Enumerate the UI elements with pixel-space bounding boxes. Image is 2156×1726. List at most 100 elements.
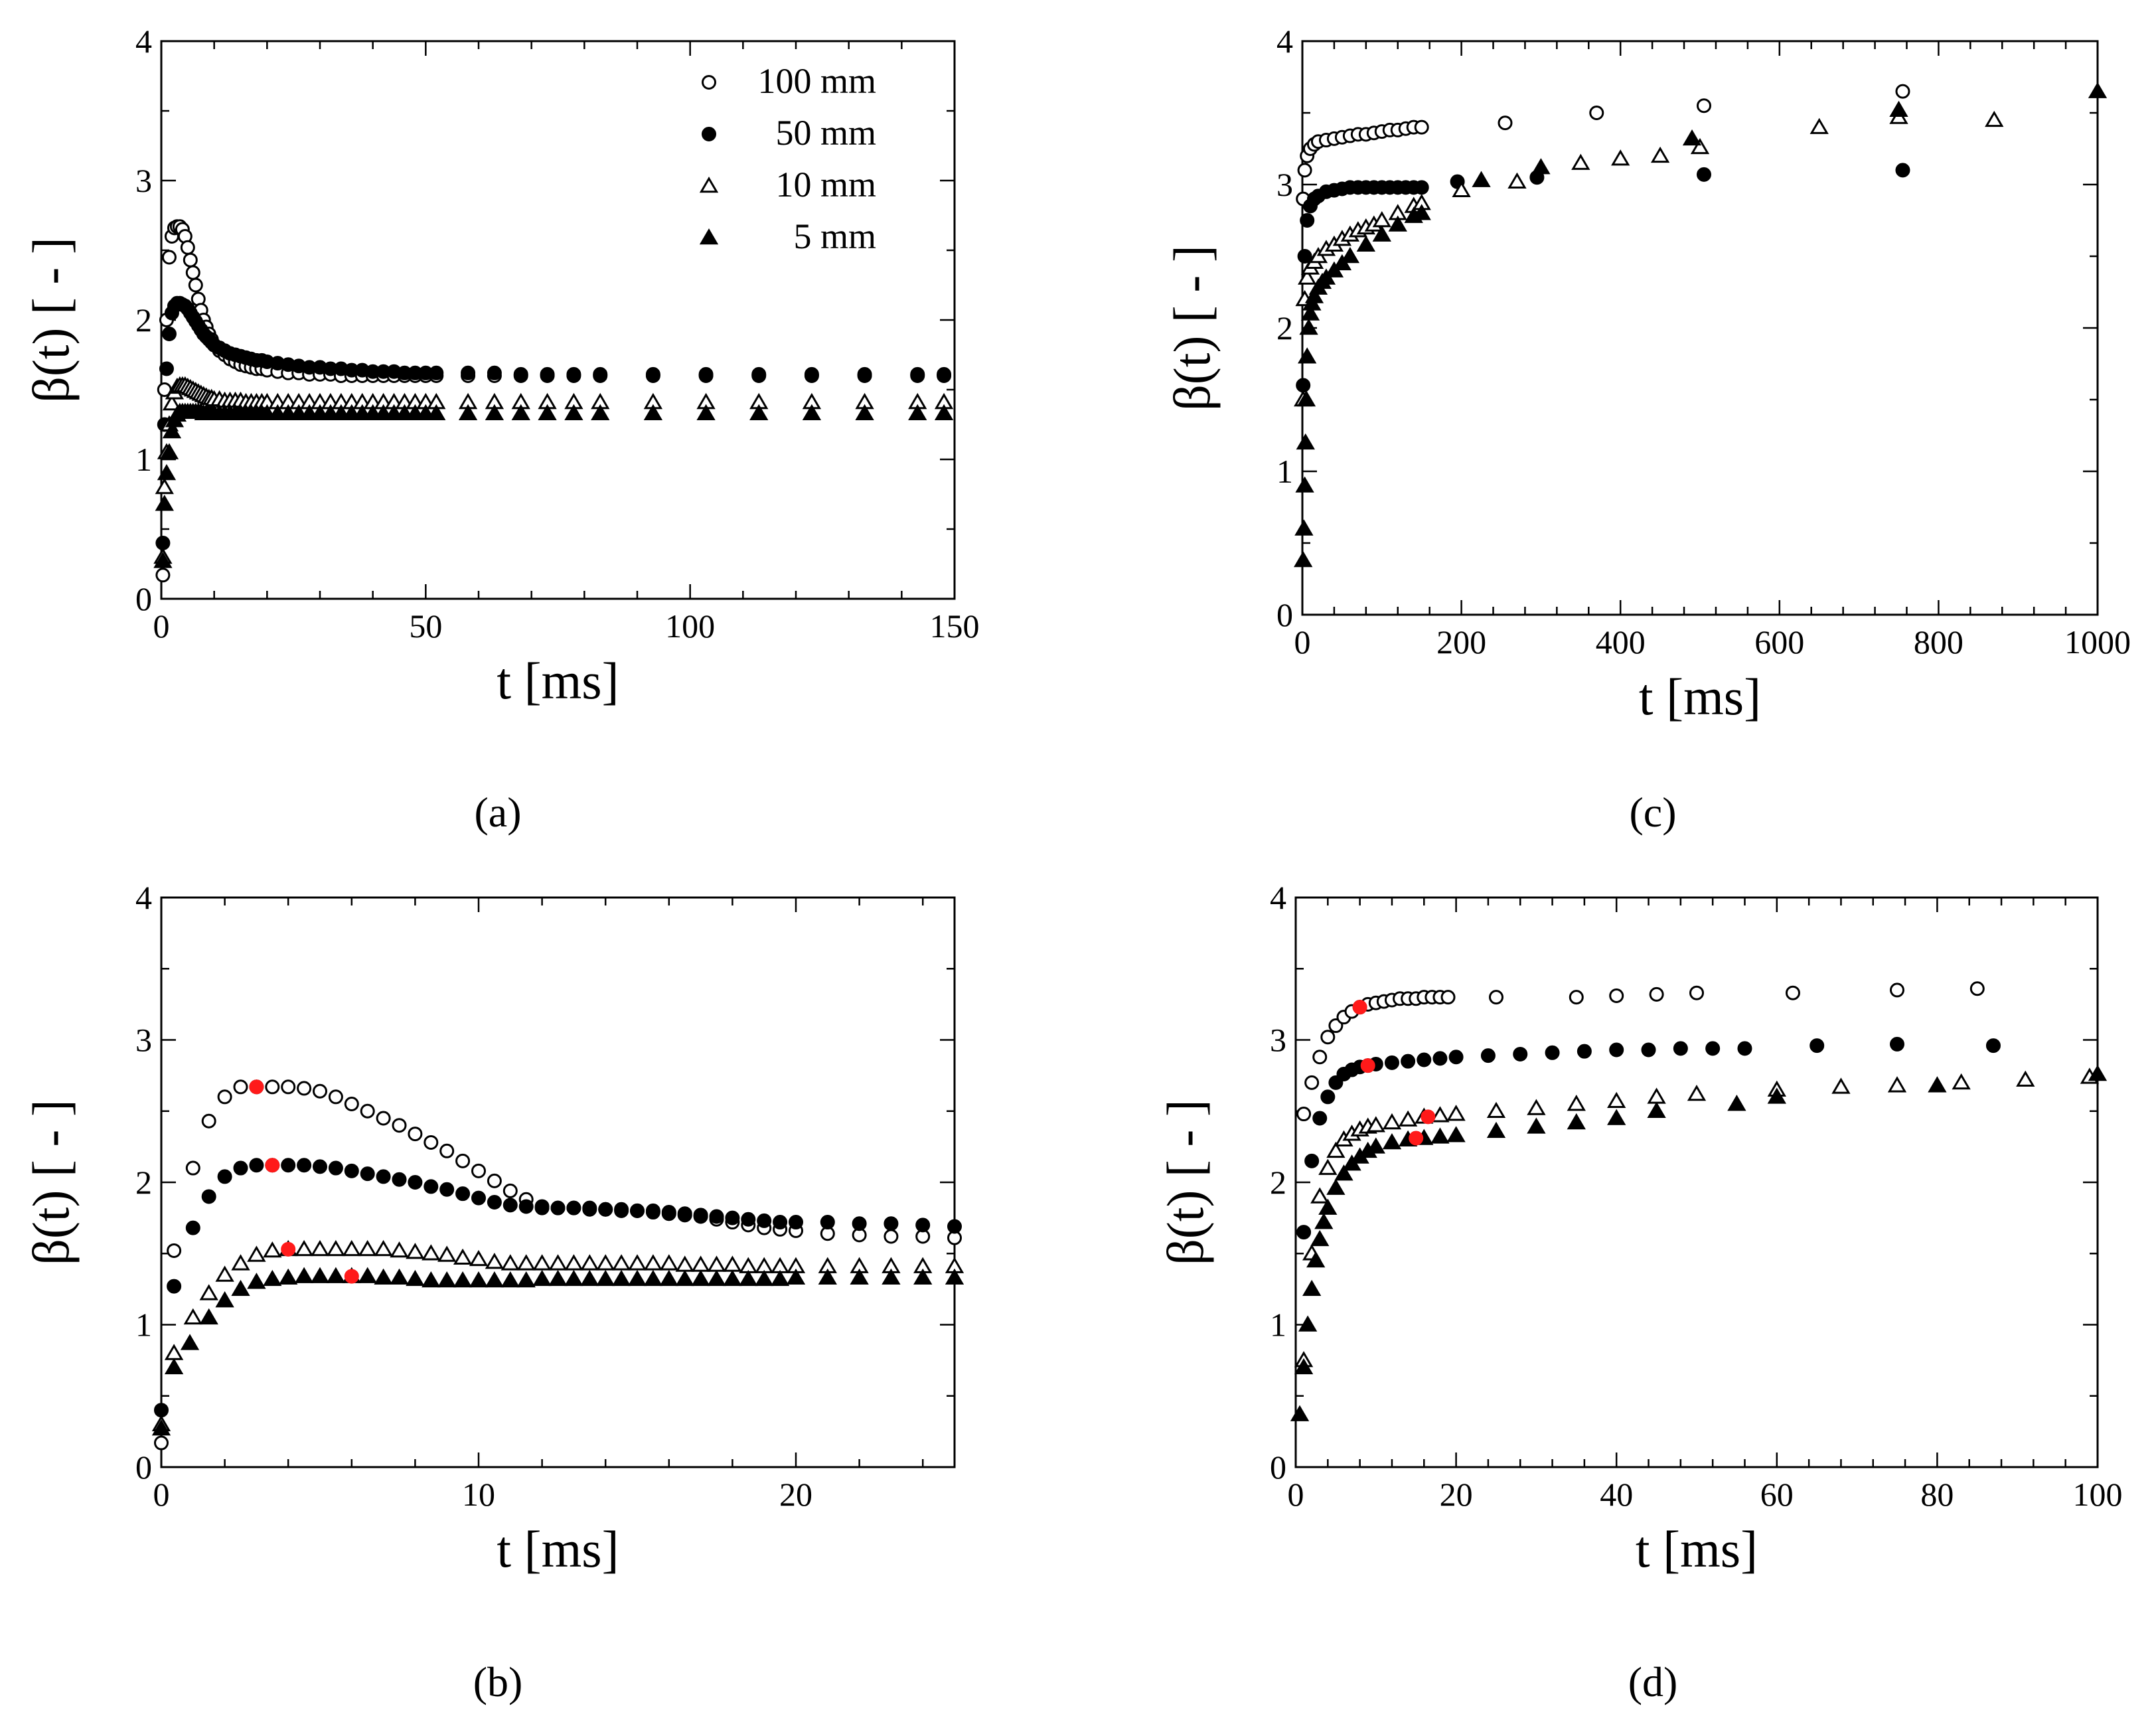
data-point — [376, 1169, 391, 1184]
data-point — [154, 1403, 169, 1418]
data-point — [564, 1269, 583, 1287]
data-point — [1486, 1101, 1506, 1119]
data-point — [1567, 1095, 1586, 1111]
data-point — [1831, 1077, 1851, 1094]
data-point — [155, 536, 171, 550]
data-point — [513, 366, 528, 382]
data-point — [1489, 990, 1503, 1005]
x-tick-label: 1000 — [2064, 623, 2131, 661]
data-point — [630, 1203, 645, 1218]
data-point — [328, 1160, 343, 1176]
data-point — [1785, 985, 1800, 1000]
y-tick-label: 2 — [1270, 1164, 1286, 1201]
data-point — [1398, 1110, 1418, 1127]
data-point — [725, 1210, 740, 1225]
data-point — [1767, 1087, 1786, 1104]
data-point — [538, 404, 557, 420]
data-point — [659, 1269, 678, 1287]
data-point — [1320, 1089, 1336, 1105]
legend-marker — [702, 127, 716, 141]
x-tick-label: 50 — [409, 607, 442, 645]
data-point — [167, 1243, 182, 1258]
data-point — [1296, 1225, 1312, 1240]
data-point — [313, 1083, 327, 1099]
data-point — [1304, 1075, 1320, 1090]
panel-label: (d) — [1628, 1658, 1678, 1705]
data-point — [183, 252, 198, 268]
data-point — [360, 1103, 375, 1119]
data-point — [2088, 82, 2108, 98]
data-point — [1310, 1229, 1330, 1247]
data-point — [162, 394, 182, 411]
data-point — [751, 366, 767, 382]
x-tick-label: 60 — [1760, 1476, 1794, 1513]
data-point — [1611, 149, 1630, 166]
data-point — [406, 1269, 425, 1287]
x-tick-label: 0 — [1294, 623, 1311, 661]
data-point — [310, 1239, 330, 1257]
data-point — [757, 1213, 772, 1228]
data-point — [1296, 433, 1315, 450]
data-point — [485, 1253, 504, 1269]
data-point — [947, 1219, 962, 1234]
data-point — [217, 1089, 232, 1105]
data-point — [937, 366, 952, 382]
data-point — [199, 1284, 218, 1300]
data-point — [429, 365, 444, 380]
data-point — [439, 1182, 455, 1197]
legend-label: 100 mm — [757, 61, 876, 101]
data-point — [1567, 1113, 1586, 1130]
data-point — [1326, 1178, 1346, 1195]
x-tick-label: 40 — [1600, 1476, 1633, 1513]
x-tick-label: 20 — [1440, 1476, 1473, 1513]
data-point — [427, 404, 446, 420]
data-point — [1531, 158, 1551, 175]
y-tick-label: 4 — [135, 879, 152, 916]
data-point — [564, 1254, 583, 1271]
data-point — [1310, 1187, 1330, 1204]
data-point — [1889, 100, 1908, 117]
y-tick-label: 2 — [135, 301, 152, 339]
data-point — [485, 404, 504, 420]
data-point — [908, 404, 927, 420]
data-point — [566, 1200, 581, 1216]
data-point — [374, 1239, 393, 1257]
data-point — [1430, 1106, 1450, 1123]
data-point — [755, 1269, 774, 1287]
data-point — [1306, 1251, 1326, 1268]
data-point — [1294, 550, 1313, 568]
legend-marker — [699, 177, 719, 193]
data-point — [1440, 990, 1456, 1005]
x-tick-label: 20 — [779, 1476, 812, 1513]
data-point — [645, 366, 660, 382]
data-point — [773, 1215, 788, 1230]
data-point — [1298, 347, 1317, 364]
data-point — [487, 1173, 502, 1188]
data-point — [855, 404, 874, 420]
y-tick-label: 2 — [135, 1164, 152, 1201]
data-point — [1304, 287, 1324, 303]
data-point — [358, 1267, 377, 1283]
y-tick-label: 0 — [135, 1449, 152, 1486]
data-point — [1545, 1045, 1560, 1060]
data-point — [1334, 1164, 1353, 1181]
data-point — [1527, 1099, 1546, 1115]
data-point — [469, 1271, 489, 1288]
highlight-point — [1421, 1109, 1436, 1125]
data-point — [804, 366, 819, 382]
data-point — [328, 1089, 343, 1105]
data-point — [1577, 1044, 1592, 1059]
data-point — [627, 1254, 647, 1271]
data-point — [789, 1215, 803, 1230]
data-point — [1326, 1141, 1346, 1158]
data-point — [501, 1254, 520, 1271]
data-point — [698, 366, 714, 382]
data-point — [155, 478, 174, 495]
data-point — [392, 1118, 407, 1133]
data-point — [183, 1308, 202, 1325]
data-point — [1290, 1405, 1310, 1421]
data-point — [471, 1163, 486, 1178]
data-point — [233, 1079, 248, 1095]
data-point — [161, 250, 177, 265]
data-point — [1299, 319, 1318, 335]
